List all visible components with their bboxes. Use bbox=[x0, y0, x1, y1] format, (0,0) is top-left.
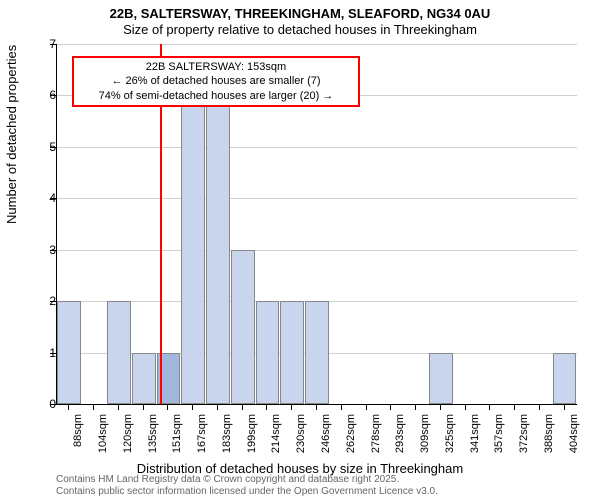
x-tick bbox=[68, 404, 69, 410]
x-tick-label: 104sqm bbox=[97, 414, 109, 464]
x-tick-label: 278sqm bbox=[370, 414, 382, 464]
histogram-bar bbox=[132, 353, 156, 404]
chart-title-address: 22B, SALTERSWAY, THREEKINGHAM, SLEAFORD,… bbox=[0, 6, 600, 21]
annotation-line3: 74% of semi-detached houses are larger (… bbox=[80, 89, 352, 103]
x-tick bbox=[514, 404, 515, 410]
histogram-bar bbox=[57, 301, 81, 404]
x-tick bbox=[266, 404, 267, 410]
x-tick bbox=[341, 404, 342, 410]
gridline-h bbox=[57, 147, 577, 148]
x-tick bbox=[415, 404, 416, 410]
x-tick bbox=[390, 404, 391, 410]
x-tick-label: 214sqm bbox=[270, 414, 282, 464]
footer-line1: Contains HM Land Registry data © Crown c… bbox=[56, 474, 438, 486]
x-tick-label: 120sqm bbox=[122, 414, 134, 464]
gridline-h bbox=[57, 250, 577, 251]
x-tick-label: 151sqm bbox=[171, 414, 183, 464]
x-tick bbox=[489, 404, 490, 410]
x-tick-label: 325sqm bbox=[444, 414, 456, 464]
y-tick-label: 4 bbox=[26, 191, 56, 205]
footer-attribution: Contains HM Land Registry data © Crown c… bbox=[56, 474, 438, 498]
x-tick-label: 357sqm bbox=[493, 414, 505, 464]
annotation-line1: 22B SALTERSWAY: 153sqm bbox=[80, 60, 352, 74]
x-tick-label: 183sqm bbox=[221, 414, 233, 464]
x-tick-label: 230sqm bbox=[295, 414, 307, 464]
y-tick-label: 0 bbox=[26, 397, 56, 411]
histogram-bar bbox=[206, 95, 230, 404]
x-tick-label: 246sqm bbox=[320, 414, 332, 464]
histogram-bar bbox=[553, 353, 577, 404]
x-tick bbox=[465, 404, 466, 410]
x-tick bbox=[564, 404, 565, 410]
gridline-h bbox=[57, 198, 577, 199]
x-tick-label: 167sqm bbox=[196, 414, 208, 464]
x-tick-label: 88sqm bbox=[72, 414, 84, 464]
x-tick bbox=[167, 404, 168, 410]
histogram-bar bbox=[280, 301, 304, 404]
x-tick-label: 135sqm bbox=[147, 414, 159, 464]
x-tick bbox=[242, 404, 243, 410]
chart-title-subtitle: Size of property relative to detached ho… bbox=[0, 22, 600, 37]
y-tick-label: 3 bbox=[26, 243, 56, 257]
x-tick bbox=[93, 404, 94, 410]
x-tick bbox=[143, 404, 144, 410]
x-tick-label: 262sqm bbox=[345, 414, 357, 464]
histogram-bar bbox=[181, 95, 205, 404]
x-tick bbox=[217, 404, 218, 410]
gridline-h bbox=[57, 44, 577, 45]
x-tick-label: 293sqm bbox=[394, 414, 406, 464]
annotation-box: 22B SALTERSWAY: 153sqm ← 26% of detached… bbox=[72, 56, 360, 107]
x-tick bbox=[291, 404, 292, 410]
x-tick bbox=[118, 404, 119, 410]
annotation-line2: ← 26% of detached houses are smaller (7) bbox=[80, 74, 352, 88]
histogram-bar bbox=[107, 301, 131, 404]
histogram-bar bbox=[305, 301, 329, 404]
x-tick-label: 388sqm bbox=[543, 414, 555, 464]
x-tick-label: 404sqm bbox=[568, 414, 580, 464]
histogram-bar bbox=[231, 250, 255, 404]
histogram-bar bbox=[256, 301, 280, 404]
x-tick bbox=[316, 404, 317, 410]
y-tick-label: 7 bbox=[26, 37, 56, 51]
x-tick bbox=[539, 404, 540, 410]
y-tick-label: 1 bbox=[26, 346, 56, 360]
y-tick-label: 2 bbox=[26, 294, 56, 308]
y-axis-label: Number of detached properties bbox=[4, 45, 19, 224]
y-tick-label: 5 bbox=[26, 140, 56, 154]
x-tick-label: 341sqm bbox=[469, 414, 481, 464]
x-tick bbox=[440, 404, 441, 410]
y-tick-label: 6 bbox=[26, 88, 56, 102]
x-tick-label: 309sqm bbox=[419, 414, 431, 464]
x-tick bbox=[192, 404, 193, 410]
footer-line2: Contains public sector information licen… bbox=[56, 486, 438, 498]
chart-container: 22B, SALTERSWAY, THREEKINGHAM, SLEAFORD,… bbox=[0, 0, 600, 500]
x-tick-label: 199sqm bbox=[246, 414, 258, 464]
x-tick bbox=[366, 404, 367, 410]
histogram-bar bbox=[429, 353, 453, 404]
x-tick-label: 372sqm bbox=[518, 414, 530, 464]
